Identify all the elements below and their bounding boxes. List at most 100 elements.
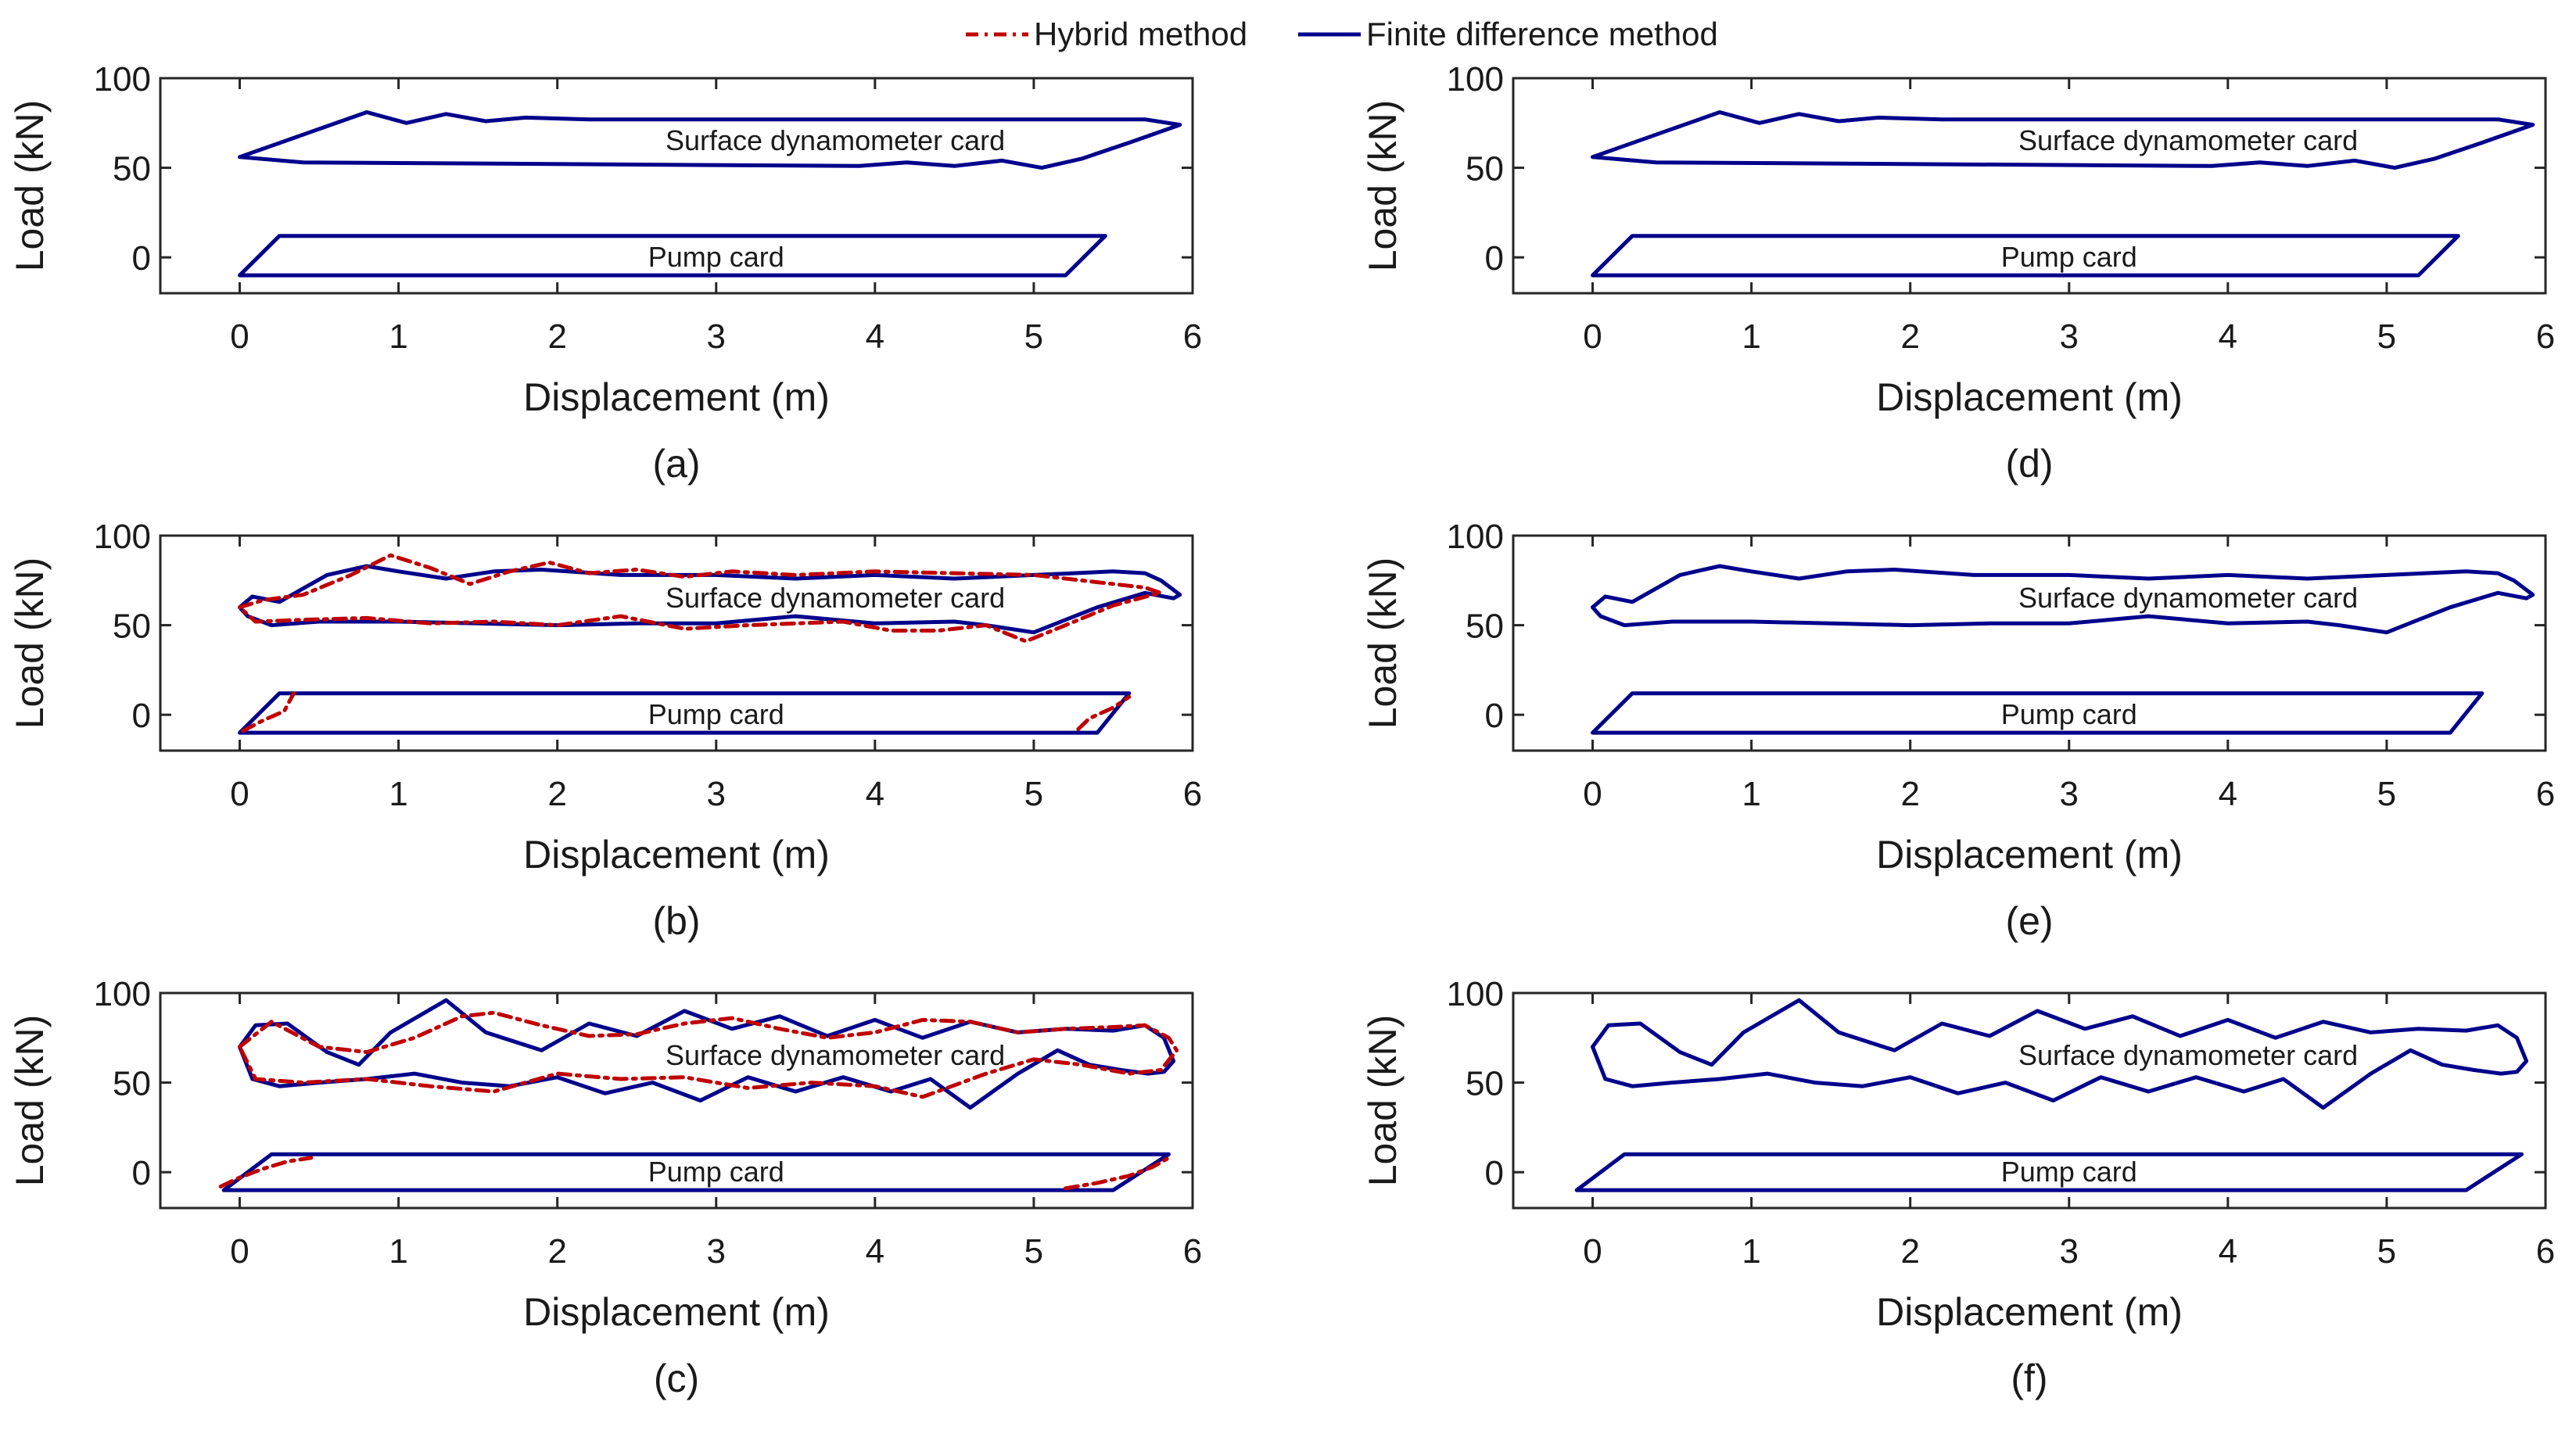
- y-tick-label: 100: [1447, 60, 1504, 99]
- x-tick-label: 6: [2536, 775, 2555, 813]
- annotation-label: Pump card: [648, 698, 784, 730]
- annotation-label: Pump card: [2001, 1156, 2137, 1188]
- plot-frame: [1512, 534, 2547, 752]
- x-tick-label: 1: [389, 317, 407, 356]
- annotation-label: Surface dynamometer card: [666, 582, 1005, 614]
- series-line-hybrid: [1076, 694, 1132, 731]
- x-tick-label: 6: [1183, 317, 1202, 356]
- series-line-fdm: [1591, 234, 2460, 278]
- series-line-hybrid: [238, 553, 1163, 644]
- annotation-label: Pump card: [2001, 241, 2137, 273]
- x-tick-label: 4: [2219, 317, 2237, 356]
- y-axis-label: Load (kN): [1361, 557, 1405, 730]
- x-axis-label: Displacement (m): [523, 833, 830, 877]
- x-tick-label: 6: [1183, 1232, 1202, 1271]
- series-line-hybrid: [241, 691, 296, 733]
- series-line-hybrid: [218, 1156, 314, 1188]
- x-tick-label: 0: [1583, 317, 1602, 356]
- chart-panel-f: 0 1 2 3 4 5 6 0 50 100 Displacement (m) Load (kN) (f…: [1361, 975, 2555, 1400]
- y-axis-label: Load (kN): [1361, 1015, 1405, 1187]
- y-tick-label: 50: [113, 150, 151, 188]
- y-tick-label: 0: [132, 239, 151, 278]
- series-line-fdm: [238, 110, 1182, 170]
- x-axis-label: Displacement (m): [523, 375, 830, 419]
- x-tick-label: 6: [2536, 1232, 2555, 1271]
- plot-frame: [1512, 77, 2547, 295]
- annotation-label: Surface dynamometer card: [2018, 124, 2358, 156]
- x-tick-label: 2: [1900, 317, 1919, 356]
- x-tick-label: 6: [2536, 317, 2555, 356]
- chart-panel-b: 0 1 2 3 4 5 6 0 50 100 Displacement (m) Load (kN) (b…: [8, 518, 1202, 943]
- y-tick-label: 100: [1447, 975, 1504, 1013]
- x-tick-label: 2: [547, 775, 566, 813]
- x-tick-label: 2: [1900, 775, 1919, 813]
- x-tick-label: 3: [2060, 317, 2079, 356]
- y-tick-label: 100: [94, 60, 151, 99]
- x-tick-label: 5: [1024, 1232, 1043, 1271]
- series-group: [238, 110, 1182, 278]
- series-group: [218, 998, 1179, 1192]
- series-line-hybrid: [1064, 1156, 1171, 1191]
- chart-panel-e: 0 1 2 3 4 5 6 0 50 100 Displacement (m) Load (kN) (e…: [1361, 518, 2555, 943]
- x-tick-label: 4: [2219, 1232, 2237, 1271]
- series-line-fdm: [221, 1152, 1171, 1192]
- x-tick-label: 4: [866, 775, 884, 813]
- x-axis-label: Displacement (m): [1876, 375, 2183, 419]
- chart-panel-c: 0 1 2 3 4 5 6 0 50 100 Displacement (m) Load (kN) (c…: [8, 975, 1202, 1400]
- x-tick-label: 5: [2377, 317, 2396, 356]
- series-group: [238, 553, 1182, 735]
- series-line-fdm: [1591, 998, 2529, 1110]
- y-tick-label: 50: [113, 608, 151, 646]
- x-tick-label: 0: [230, 1232, 249, 1271]
- annotation-label: Pump card: [648, 241, 784, 273]
- x-tick-label: 4: [2219, 775, 2237, 813]
- chart-panel-a: 0 1 2 3 4 5 6 0 50 100 Displacement (m) Load (kN) (a…: [8, 60, 1202, 486]
- series-line-fdm: [238, 691, 1132, 735]
- x-tick-label: 0: [1583, 1232, 1602, 1271]
- x-tick-label: 0: [230, 317, 249, 356]
- panel-caption: (e): [2005, 899, 2053, 943]
- chart-panel-d: 0 1 2 3 4 5 6 0 50 100 Displacement (m) Load (kN) (d…: [1361, 60, 2555, 486]
- y-axis-label: Load (kN): [8, 557, 52, 730]
- y-tick-label: 0: [1485, 697, 1504, 735]
- plot-frame: [159, 991, 1194, 1210]
- plot-frame: [159, 77, 1194, 295]
- x-tick-label: 1: [389, 775, 407, 813]
- x-tick-label: 1: [1742, 775, 1760, 813]
- panel-caption: (a): [652, 442, 700, 486]
- series-group: [1574, 998, 2529, 1192]
- y-tick-label: 0: [1485, 239, 1504, 278]
- x-tick-label: 5: [1024, 317, 1043, 356]
- annotation-label: Surface dynamometer card: [2018, 1039, 2358, 1071]
- annotation-label: Surface dynamometer card: [666, 1039, 1005, 1071]
- series-line-fdm: [238, 998, 1176, 1110]
- y-axis-label: Load (kN): [8, 100, 52, 272]
- x-tick-label: 3: [2060, 775, 2079, 813]
- panel-caption: (c): [654, 1357, 699, 1400]
- x-tick-label: 5: [1024, 775, 1043, 813]
- x-tick-label: 3: [707, 775, 726, 813]
- x-tick-label: 5: [2377, 1232, 2396, 1271]
- x-tick-label: 3: [707, 317, 726, 356]
- legend: Hybrid method Finite difference method: [966, 16, 1718, 52]
- panel-caption: (b): [652, 899, 700, 943]
- y-tick-label: 50: [1466, 150, 1504, 188]
- y-axis-label: Load (kN): [8, 1015, 52, 1187]
- plot-frame: [1512, 991, 2547, 1210]
- x-tick-label: 3: [2060, 1232, 2079, 1271]
- series-group: [1591, 564, 2535, 735]
- annotation-label: Pump card: [2001, 698, 2137, 730]
- series-line-fdm: [1591, 691, 2485, 735]
- y-tick-label: 0: [132, 1154, 151, 1192]
- x-axis-label: Displacement (m): [1876, 1290, 2183, 1334]
- x-tick-label: 2: [547, 317, 566, 356]
- y-tick-label: 50: [1466, 1065, 1504, 1103]
- x-axis-label: Displacement (m): [523, 1290, 830, 1334]
- series-line-fdm: [1591, 110, 2535, 170]
- x-tick-label: 1: [389, 1232, 407, 1271]
- x-tick-label: 1: [1742, 317, 1760, 356]
- series-line-hybrid: [238, 1010, 1179, 1099]
- x-tick-label: 4: [866, 1232, 884, 1271]
- y-axis-label: Load (kN): [1361, 100, 1405, 272]
- series-line-fdm: [238, 234, 1107, 278]
